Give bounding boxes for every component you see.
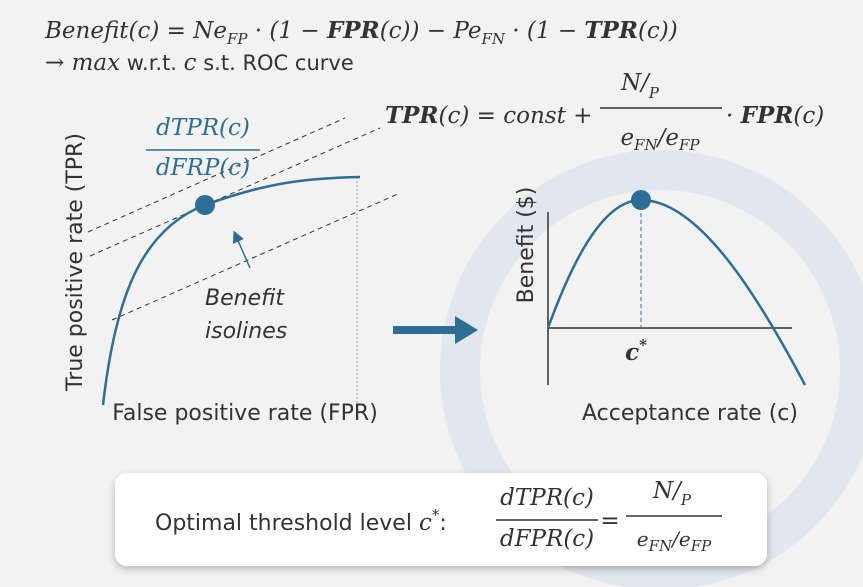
isoline — [87, 117, 346, 233]
result-box — [115, 473, 767, 566]
rhs-numerator: N/P — [652, 478, 692, 509]
isoline-formula-left: TPR(c) = const + — [385, 102, 592, 129]
y-axis-label: True positive rate (TPR) — [63, 133, 88, 392]
transition-arrow — [393, 316, 478, 344]
slope-denominator: dFRP(c) — [156, 155, 250, 181]
rhs-denominator: eFN/eFP — [637, 527, 712, 555]
result-text: Optimal threshold level c*: — [155, 506, 447, 536]
x-axis-label: Acceptance rate (c) — [582, 401, 798, 426]
benefit-panel: c* Benefit ($) Acceptance rate (c) — [514, 187, 807, 426]
y-axis-label: Benefit ($) — [514, 187, 539, 304]
slope-numerator: dTPR(c) — [156, 115, 250, 141]
isoline-numerator: N/P — [620, 70, 660, 102]
lhs-numerator: dTPR(c) — [500, 485, 594, 511]
tangent-point — [195, 195, 215, 215]
annotation: Benefit — [205, 286, 285, 311]
optimum-label: c* — [625, 336, 647, 366]
isoline — [89, 127, 381, 257]
isoline-formula-right: · FPR(c) — [726, 102, 824, 129]
x-axis-label: False positive rate (FPR) — [112, 401, 378, 426]
watermark — [440, 150, 863, 587]
isoline-denominator: eFN/eFP — [620, 125, 700, 154]
annotation: isolines — [205, 319, 287, 344]
benefit-formula-constraint: → max w.r.t. c s.t. ROC curve — [45, 50, 354, 76]
roc-panel: dTPR(c) dFRP(c) Benefit isolines True po… — [63, 115, 401, 426]
optimum-point — [631, 190, 651, 210]
equals: = — [600, 508, 619, 534]
isoline — [111, 192, 401, 321]
lhs-denominator: dFPR(c) — [500, 526, 594, 552]
benefit-formula: Benefit(c) = NeFP · (1 − FPR(c)) − PeFN … — [44, 17, 678, 48]
annotation-arrow — [232, 230, 251, 269]
